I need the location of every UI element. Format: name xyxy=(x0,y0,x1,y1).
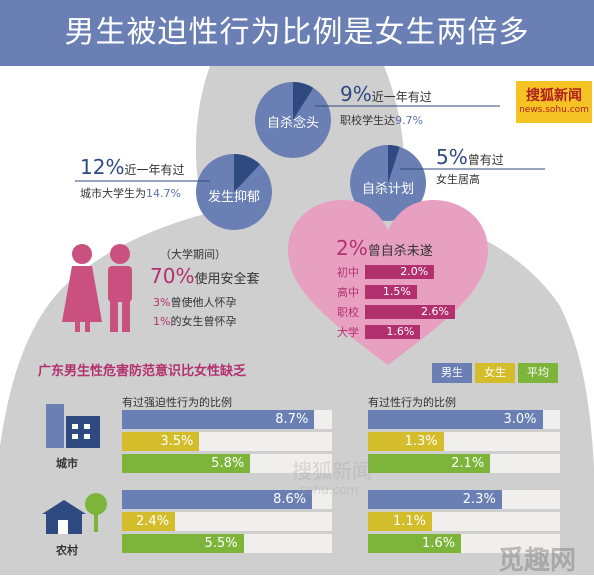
sub-value-depression: 14.7% xyxy=(146,187,181,200)
pregnancy-female: 1%的女生曾怀孕 xyxy=(153,313,236,329)
couple-icon xyxy=(62,244,132,332)
sub-depression: 城市大学生为14.7% xyxy=(80,185,181,201)
bar: 1.1% xyxy=(368,512,432,531)
chart2-title: 有过性行为的比例 xyxy=(368,396,456,409)
contraception-main: 70%使用安全套 xyxy=(150,264,259,288)
pregnancy-others-text: 曾使他人怀孕 xyxy=(170,296,237,309)
heart-bar-value: 2.6% xyxy=(421,305,449,318)
annotation-suicidal-thoughts: 9%近一年有过 xyxy=(340,82,432,106)
heart-row-label: 大学 xyxy=(337,326,359,339)
pregnancy-female-text: 的女生曾怀孕 xyxy=(170,315,237,328)
pct-depression: 12% xyxy=(80,155,125,179)
bar: 1.6% xyxy=(368,534,462,553)
chart1-title: 有过强迫性行为的比例 xyxy=(122,396,232,409)
heart-heading: 2%曾自杀未遂 xyxy=(336,236,433,260)
heart-pct: 2% xyxy=(336,236,368,260)
condom-text: 使用安全套 xyxy=(194,272,260,287)
heart-row-label: 职校 xyxy=(337,306,359,319)
leader-line-2 xyxy=(75,180,210,182)
sub-prefix-depression: 城市大学生为 xyxy=(80,187,146,200)
bubble-slice-depression xyxy=(234,154,261,192)
heart-bar xyxy=(365,285,417,299)
heart-bar xyxy=(365,265,435,279)
text-suicide-plan: 曾有过 xyxy=(467,153,504,167)
annotation-suicide-plan: 5%曾有过 xyxy=(436,145,504,169)
heart-text: 曾自杀未遂 xyxy=(367,244,433,259)
bar: 8.7% xyxy=(122,410,315,429)
heart-bar xyxy=(365,305,455,319)
condom-pct: 70% xyxy=(150,264,195,288)
legend-item: 男生 xyxy=(432,363,472,383)
bar: 3.5% xyxy=(122,432,200,451)
sub-suicidal-thoughts: 职校学生达9.7% xyxy=(340,112,423,128)
logo-url: news.sohu.com xyxy=(519,105,589,115)
bar: 2.4% xyxy=(122,512,176,531)
bubble-depression xyxy=(196,154,272,230)
category-rural: 农村 xyxy=(56,544,78,557)
legend-item: 女生 xyxy=(475,363,515,383)
heart-shape xyxy=(288,200,488,365)
contraception-period: （大学期间） xyxy=(160,248,226,261)
bar: 5.5% xyxy=(122,534,244,553)
bubble-slice-suicidal-thoughts xyxy=(293,82,314,120)
annotation-depression: 12%近一年有过 xyxy=(80,155,184,179)
heart-bar xyxy=(365,325,421,339)
bar: 2.3% xyxy=(368,490,502,509)
bar: 8.6% xyxy=(122,490,313,509)
bar: 3.0% xyxy=(368,410,543,429)
watermark-text: 搜狐新闻 xyxy=(292,459,372,483)
heart-bar-value: 1.5% xyxy=(382,285,411,298)
bubble-label-suicidal-thoughts: 自杀念头 xyxy=(266,116,319,131)
city-icon xyxy=(46,404,100,448)
sub-suicide-plan: 女生居高 xyxy=(436,171,480,187)
pregnancy-others: 3%曾使他人怀孕 xyxy=(153,294,236,310)
category-city: 城市 xyxy=(56,457,78,470)
logo-name: 搜狐新闻 xyxy=(526,88,582,104)
bubble-label-depression: 发生抑郁 xyxy=(207,190,260,205)
watermark-url: sohu.com xyxy=(300,483,359,497)
pregnancy-others-pct: 3% xyxy=(153,296,171,309)
heart-bar-value: 1.6% xyxy=(386,325,415,338)
sub-prefix-suicidal-thoughts: 职校学生达 xyxy=(340,114,395,127)
leader-line-3 xyxy=(400,168,545,170)
text-suicidal-thoughts: 近一年有过 xyxy=(371,90,432,104)
bar: 2.1% xyxy=(368,454,491,473)
heart-row-label: 初中 xyxy=(337,266,359,279)
house-tree-icon xyxy=(42,493,107,534)
pregnancy-female-pct: 1% xyxy=(153,315,171,328)
leader-line-1 xyxy=(315,105,500,107)
section-title: 广东男生性危害防范意识比女性缺乏 xyxy=(38,364,247,379)
bubble-suicide-plan xyxy=(350,145,426,221)
sub-prefix-suicide-plan: 女生居高 xyxy=(436,173,480,186)
heart-row-label: 高中 xyxy=(337,286,359,299)
bubble-suicidal-thoughts xyxy=(255,82,331,158)
sohu-logo: 搜狐新闻 news.sohu.com xyxy=(516,81,592,123)
bubble-label-suicide-plan: 自杀计划 xyxy=(361,182,414,197)
corner-watermark: 觅趣网 xyxy=(498,546,577,576)
bar: 5.8% xyxy=(122,454,251,473)
heart-bar-value: 2.0% xyxy=(400,265,429,278)
legend-item: 平均 xyxy=(518,363,558,383)
text-depression: 近一年有过 xyxy=(124,163,185,177)
pct-suicidal-thoughts: 9% xyxy=(340,82,372,106)
bar: 1.3% xyxy=(368,432,444,451)
pct-suicide-plan: 5% xyxy=(436,145,468,169)
page-title: 男生被迫性行为比例是女生两倍多 xyxy=(0,0,594,66)
bubble-slice-suicide-plan xyxy=(388,145,400,183)
sub-value-suicidal-thoughts: 9.7% xyxy=(395,114,423,127)
